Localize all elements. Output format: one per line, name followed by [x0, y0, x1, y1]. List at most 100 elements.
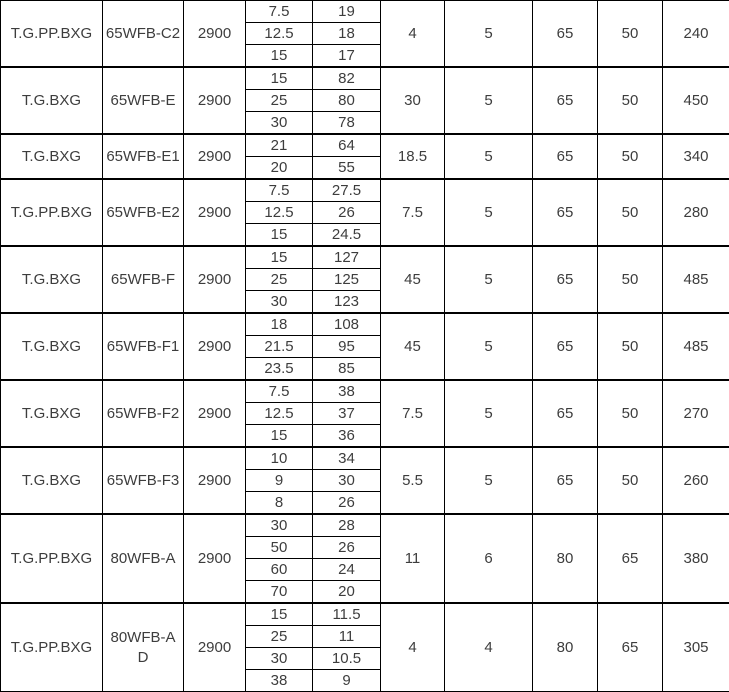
outlet-cell: 50 — [598, 1, 663, 68]
suction-cell: 5 — [445, 447, 533, 514]
flow-cell: 30 — [246, 648, 313, 670]
head-cell: 27.5 — [313, 179, 381, 202]
head-cell: 38 — [313, 380, 381, 403]
inlet-cell: 80 — [533, 514, 598, 603]
weight-cell: 270 — [663, 380, 729, 447]
head-cell: 24 — [313, 559, 381, 581]
power-cell: 18.5 — [381, 134, 445, 179]
weight-cell: 450 — [663, 67, 729, 134]
flow-cell: 25 — [246, 90, 313, 112]
material-cell: T.G.BXG — [1, 67, 103, 134]
flow-cell: 15 — [246, 246, 313, 269]
power-cell: 4 — [381, 1, 445, 68]
outlet-cell: 65 — [598, 514, 663, 603]
flow-cell: 12.5 — [246, 23, 313, 45]
head-cell: 26 — [313, 537, 381, 559]
speed-cell: 2900 — [184, 380, 246, 447]
head-cell: 18 — [313, 23, 381, 45]
suction-cell: 6 — [445, 514, 533, 603]
model-cell: 65WFB-F2 — [103, 380, 184, 447]
model-cell: 65WFB-E1 — [103, 134, 184, 179]
weight-cell: 280 — [663, 179, 729, 246]
material-cell: T.G.BXG — [1, 246, 103, 313]
head-cell: 125 — [313, 269, 381, 291]
table-row: T.G.PP.BXG 80WFB-A 2900 30 28 11 6 80 65… — [1, 514, 729, 537]
flow-cell: 10 — [246, 447, 313, 470]
head-cell: 108 — [313, 313, 381, 336]
model-cell: 65WFB-F — [103, 246, 184, 313]
weight-cell: 260 — [663, 447, 729, 514]
flow-cell: 30 — [246, 291, 313, 314]
head-cell: 64 — [313, 134, 381, 157]
suction-cell: 5 — [445, 134, 533, 179]
model-cell: 65WFB-C2 — [103, 1, 184, 68]
material-cell: T.G.PP.BXG — [1, 1, 103, 68]
table-row: T.G.BXG 65WFB-F1 2900 18 108 45 5 65 50 … — [1, 313, 729, 336]
head-cell: 34 — [313, 447, 381, 470]
head-cell: 11.5 — [313, 603, 381, 626]
head-cell: 123 — [313, 291, 381, 314]
flow-cell: 15 — [246, 67, 313, 90]
speed-cell: 2900 — [184, 134, 246, 179]
head-cell: 11 — [313, 626, 381, 648]
head-cell: 26 — [313, 492, 381, 515]
inlet-cell: 65 — [533, 447, 598, 514]
suction-cell: 5 — [445, 179, 533, 246]
flow-cell: 25 — [246, 626, 313, 648]
suction-cell: 5 — [445, 246, 533, 313]
table-row: T.G.BXG 65WFB-E 2900 15 82 30 5 65 50 45… — [1, 67, 729, 90]
flow-cell: 18 — [246, 313, 313, 336]
head-cell: 85 — [313, 358, 381, 381]
power-cell: 30 — [381, 67, 445, 134]
flow-cell: 60 — [246, 559, 313, 581]
flow-cell: 7.5 — [246, 380, 313, 403]
flow-cell: 15 — [246, 603, 313, 626]
material-cell: T.G.BXG — [1, 313, 103, 380]
flow-cell: 12.5 — [246, 202, 313, 224]
head-cell: 55 — [313, 157, 381, 180]
power-cell: 11 — [381, 514, 445, 603]
head-cell: 24.5 — [313, 224, 381, 247]
inlet-cell: 65 — [533, 179, 598, 246]
material-cell: T.G.PP.BXG — [1, 514, 103, 603]
weight-cell: 485 — [663, 313, 729, 380]
material-cell: T.G.BXG — [1, 380, 103, 447]
inlet-cell: 65 — [533, 246, 598, 313]
weight-cell: 340 — [663, 134, 729, 179]
suction-cell: 5 — [445, 1, 533, 68]
flow-cell: 15 — [246, 224, 313, 247]
head-cell: 17 — [313, 45, 381, 68]
flow-cell: 30 — [246, 112, 313, 135]
table-row: T.G.BXG 65WFB-F2 2900 7.5 38 7.5 5 65 50… — [1, 380, 729, 403]
flow-cell: 23.5 — [246, 358, 313, 381]
material-cell: T.G.PP.BXG — [1, 179, 103, 246]
head-cell: 26 — [313, 202, 381, 224]
speed-cell: 2900 — [184, 313, 246, 380]
inlet-cell: 65 — [533, 134, 598, 179]
speed-cell: 2900 — [184, 447, 246, 514]
flow-cell: 9 — [246, 470, 313, 492]
flow-cell: 21.5 — [246, 336, 313, 358]
head-cell: 36 — [313, 425, 381, 448]
outlet-cell: 50 — [598, 246, 663, 313]
table-row: T.G.PP.BXG 80WFB-A D 2900 15 11.5 4 4 80… — [1, 603, 729, 626]
weight-cell: 305 — [663, 603, 729, 692]
head-cell: 30 — [313, 470, 381, 492]
speed-cell: 2900 — [184, 179, 246, 246]
inlet-cell: 65 — [533, 313, 598, 380]
outlet-cell: 50 — [598, 447, 663, 514]
head-cell: 10.5 — [313, 648, 381, 670]
head-cell: 95 — [313, 336, 381, 358]
flow-cell: 20 — [246, 157, 313, 180]
outlet-cell: 50 — [598, 67, 663, 134]
suction-cell: 5 — [445, 313, 533, 380]
power-cell: 45 — [381, 313, 445, 380]
speed-cell: 2900 — [184, 246, 246, 313]
model-cell: 65WFB-E — [103, 67, 184, 134]
speed-cell: 2900 — [184, 514, 246, 603]
flow-cell: 7.5 — [246, 179, 313, 202]
table-row: T.G.PP.BXG 65WFB-C2 2900 7.5 19 4 5 65 5… — [1, 1, 729, 23]
flow-cell: 21 — [246, 134, 313, 157]
flow-cell: 25 — [246, 269, 313, 291]
